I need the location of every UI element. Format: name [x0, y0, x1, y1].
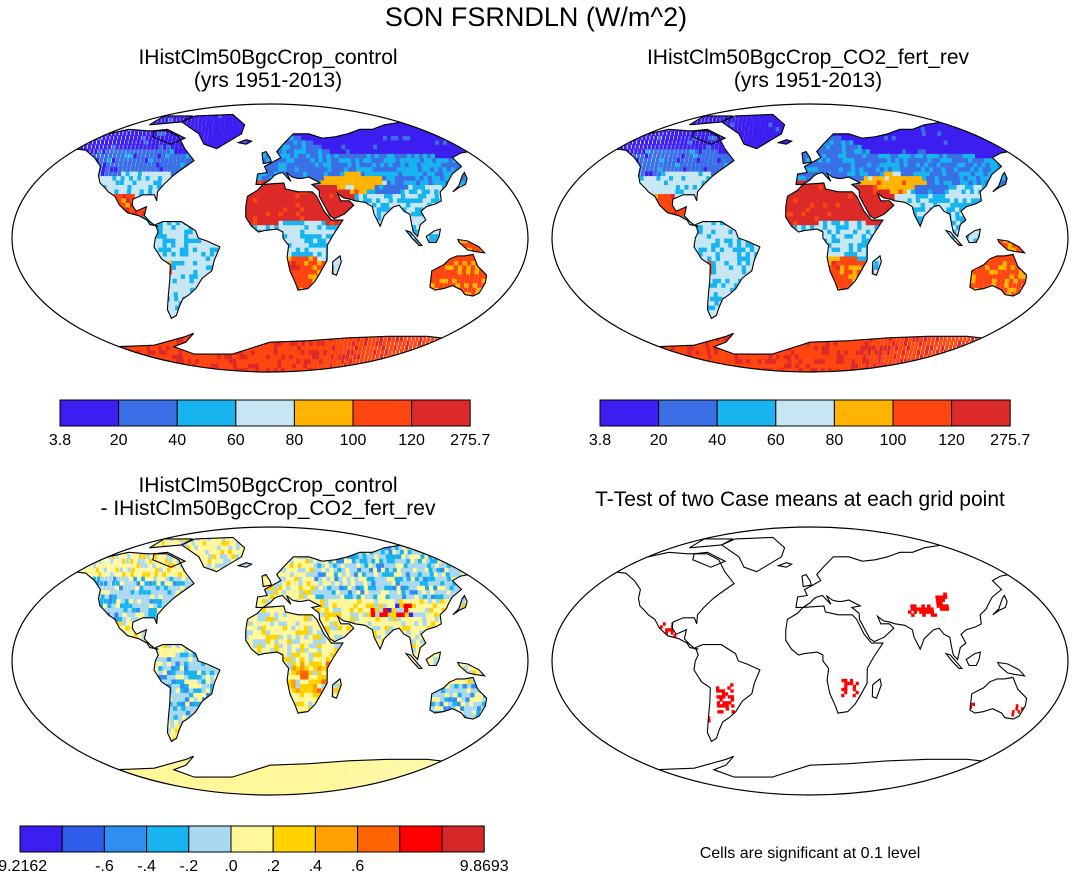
map-panel-ttest — [550, 525, 1070, 797]
colorbar-tick-label: 3.8 — [589, 432, 611, 449]
colorbar-box — [236, 400, 295, 426]
colorbar-tick-label: .2 — [267, 858, 280, 875]
colorbar-tick-label: .4 — [309, 858, 322, 875]
colorbar-tick-label: .0 — [224, 858, 237, 875]
colorbar-tick-label: 20 — [110, 432, 128, 449]
panel-title-line1: T-Test of two Case means at each grid po… — [530, 488, 1070, 511]
colorbar-tick-label: 9.8693 — [460, 858, 509, 875]
colorbar-box — [717, 400, 776, 426]
panel-title-line2: - IHistClm50BgcCrop_CO2_fert_rev — [8, 497, 528, 520]
colorbar-box — [442, 826, 484, 852]
colorbar-box — [952, 400, 1011, 426]
colorbar-tick-label: -.6 — [95, 858, 114, 875]
colorbar-tick-label: 80 — [826, 432, 844, 449]
colorbar-tick-label: 80 — [286, 432, 304, 449]
colorbar-tick-label: 120 — [938, 432, 965, 449]
colorbar-box — [600, 400, 659, 426]
colorbar-box — [294, 400, 353, 426]
colorbar-tick-label: 275.7 — [990, 432, 1030, 449]
colorbar-tick-label: 100 — [340, 432, 367, 449]
panel-title-line1: IHistClm50BgcCrop_control — [8, 474, 528, 497]
colorbar-box — [273, 826, 315, 852]
colorbar-tick-label: 3.8 — [49, 432, 71, 449]
panel-title-line1: IHistClm50BgcCrop_control — [8, 46, 528, 69]
colorbar-tick-label: 20 — [650, 432, 668, 449]
colorbar-tick-label: 40 — [168, 432, 186, 449]
ocean-background — [552, 527, 1068, 795]
colorbar-box — [834, 400, 893, 426]
colorbar-diff: -9.2162-.6-.4-.2.0.2.4.69.8693 — [15, 826, 515, 876]
colorbar-box — [119, 400, 178, 426]
colorbar-box — [231, 826, 273, 852]
colorbar-box — [893, 400, 952, 426]
panel-title-control: IHistClm50BgcCrop_control (yrs 1951-2013… — [8, 46, 528, 92]
panel-title-line2: (yrs 1951-2013) — [548, 69, 1068, 92]
panel-title-line1: IHistClm50BgcCrop_CO2_fert_rev — [548, 46, 1068, 69]
colorbar-box — [62, 826, 104, 852]
colorbar-tick-label: -9.2162 — [0, 858, 47, 875]
colorbar-tick-label: 275.7 — [450, 432, 490, 449]
colorbar-tick-label: 60 — [767, 432, 785, 449]
colorbar-tick-label: 120 — [398, 432, 425, 449]
colorbar-box — [147, 826, 189, 852]
panel-title-diff: IHistClm50BgcCrop_control - IHistClm50Bg… — [8, 474, 528, 520]
colorbar-box — [315, 826, 357, 852]
colorbar-box — [353, 400, 412, 426]
colorbar-box — [358, 826, 400, 852]
panel-title-line2: (yrs 1951-2013) — [8, 69, 528, 92]
colorbar-tick-label: -.4 — [137, 858, 156, 875]
panel-title-ttest: T-Test of two Case means at each grid po… — [530, 488, 1070, 511]
colorbar-tick-label: -.2 — [179, 858, 198, 875]
colorbar-box — [20, 826, 62, 852]
colorbar-tick-label: 40 — [708, 432, 726, 449]
significance-note: Cells are significant at 0.1 level — [550, 845, 1070, 863]
map-panel-co2 — [550, 102, 1070, 374]
colorbar-box — [60, 400, 119, 426]
panel-title-co2: IHistClm50BgcCrop_CO2_fert_rev (yrs 1951… — [548, 46, 1068, 92]
colorbar-box — [104, 826, 146, 852]
colorbar-box — [776, 400, 835, 426]
colorbar-box — [177, 400, 236, 426]
colorbar-box — [659, 400, 718, 426]
map-panel-diff — [10, 525, 530, 797]
map-panel-control — [10, 102, 530, 374]
figure-title: SON FSRNDLN (W/m^2) — [0, 2, 1072, 33]
colorbar-tick-label: 100 — [880, 432, 907, 449]
colorbar-box — [412, 400, 471, 426]
colorbar-tick-label: .6 — [351, 858, 364, 875]
colorbar-box — [189, 826, 231, 852]
colorbar-tick-label: 60 — [227, 432, 245, 449]
colorbar-box — [400, 826, 442, 852]
